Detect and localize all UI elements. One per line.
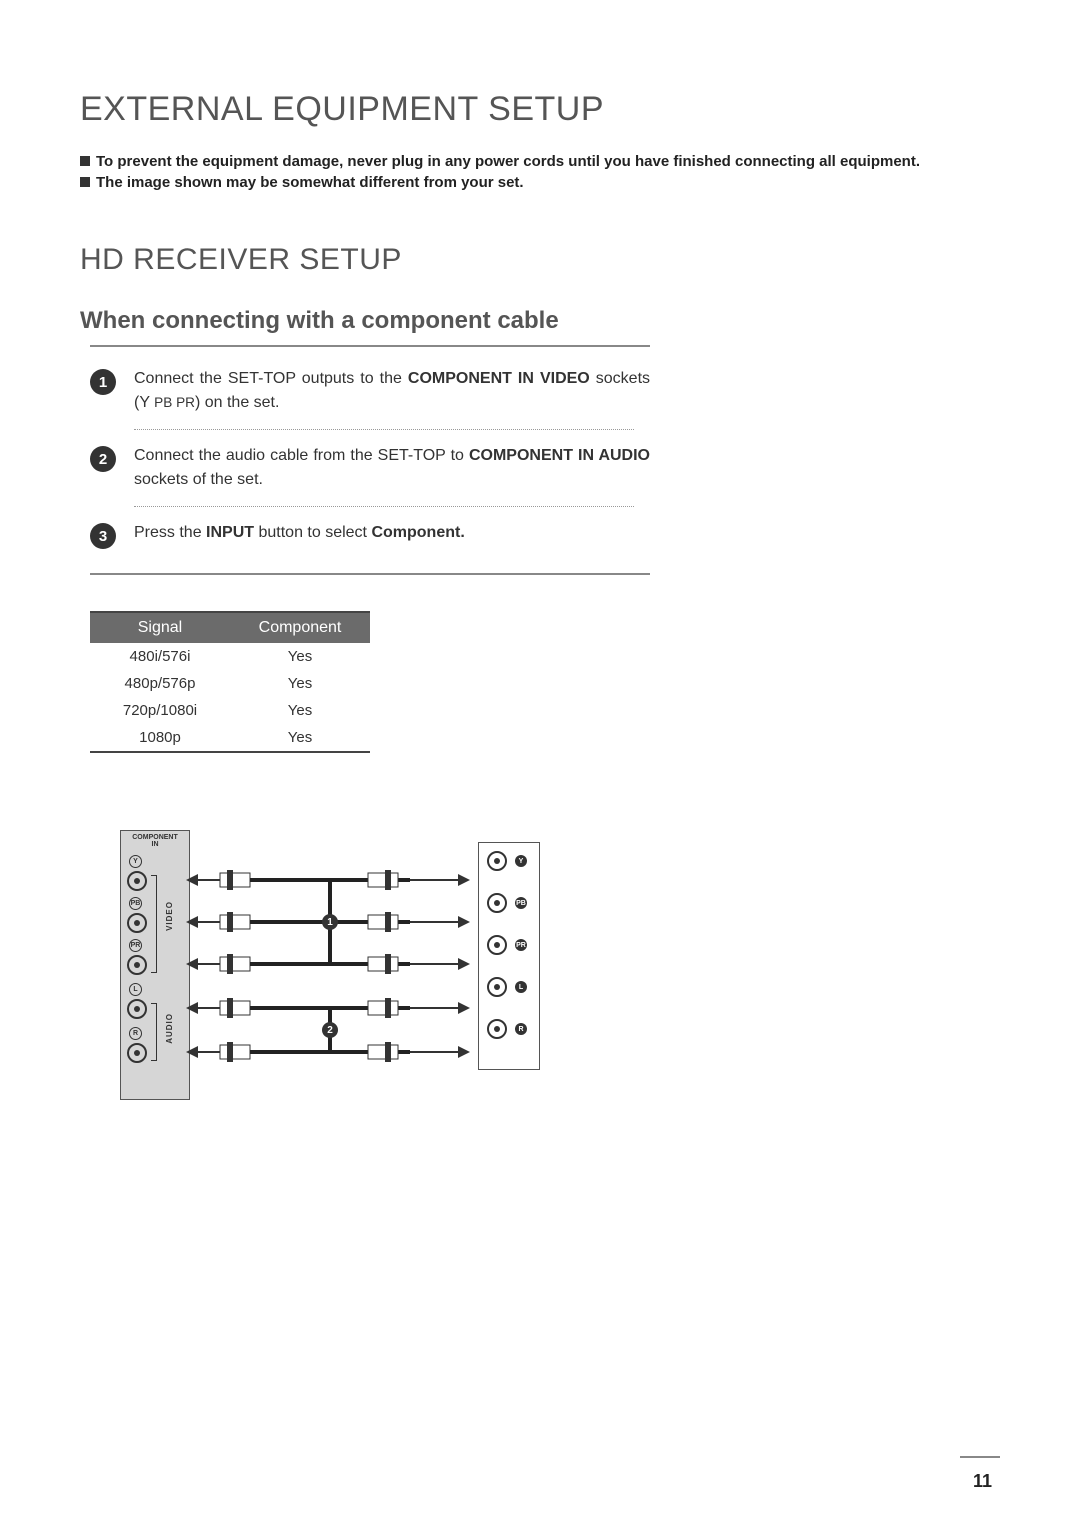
table-header: Signal Component [90,613,370,643]
step-1-text: Connect the SET-TOP outputs to the COMPO… [134,367,650,415]
note-1: To prevent the equipment damage, never p… [96,151,920,172]
steps-list: 1 Connect the SET-TOP outputs to the COM… [90,367,650,549]
diagram-badge-1-icon: 1 [322,914,338,930]
dotted-divider [134,429,634,430]
table-row: 480i/576iYes [90,643,370,670]
sub-title: HD RECEIVER SETUP [80,243,1000,277]
signal-table: Signal Component 480i/576iYes 480p/576pY… [90,611,370,753]
divider [90,573,650,575]
section-title: When connecting with a component cable [80,307,1000,335]
table-row: 480p/576pYes [90,670,370,697]
divider [90,345,650,347]
main-title: EXTERNAL EQUIPMENT SETUP [80,90,1000,129]
step-2: 2 Connect the audio cable from the SET-T… [90,444,650,492]
step-badge-icon: 3 [90,523,116,549]
cable-svg [120,830,540,1110]
bullet-icon [80,177,90,187]
step-1: 1 Connect the SET-TOP outputs to the COM… [90,367,650,415]
step-2-text: Connect the audio cable from the SET-TOP… [134,444,650,492]
warning-notes: To prevent the equipment damage, never p… [80,151,1000,193]
diagram-badge-2-icon: 2 [322,1022,338,1038]
dotted-divider [134,506,634,507]
footer-rule [960,1456,1000,1458]
bullet-icon [80,156,90,166]
page-number: 11 [973,1471,992,1492]
step-badge-icon: 1 [90,369,116,395]
connection-diagram: COMPONENTIN Y PB PR L R VIDEO AUDIO Y PB… [120,830,540,1110]
col-signal: Signal [90,613,230,643]
table-row: 1080pYes [90,724,370,751]
step-badge-icon: 2 [90,446,116,472]
col-component: Component [230,613,370,643]
step-3-text: Press the INPUT button to select Compone… [134,521,650,545]
note-2: The image shown may be somewhat differen… [96,172,524,193]
table-row: 720p/1080iYes [90,697,370,724]
step-3: 3 Press the INPUT button to select Compo… [90,521,650,549]
